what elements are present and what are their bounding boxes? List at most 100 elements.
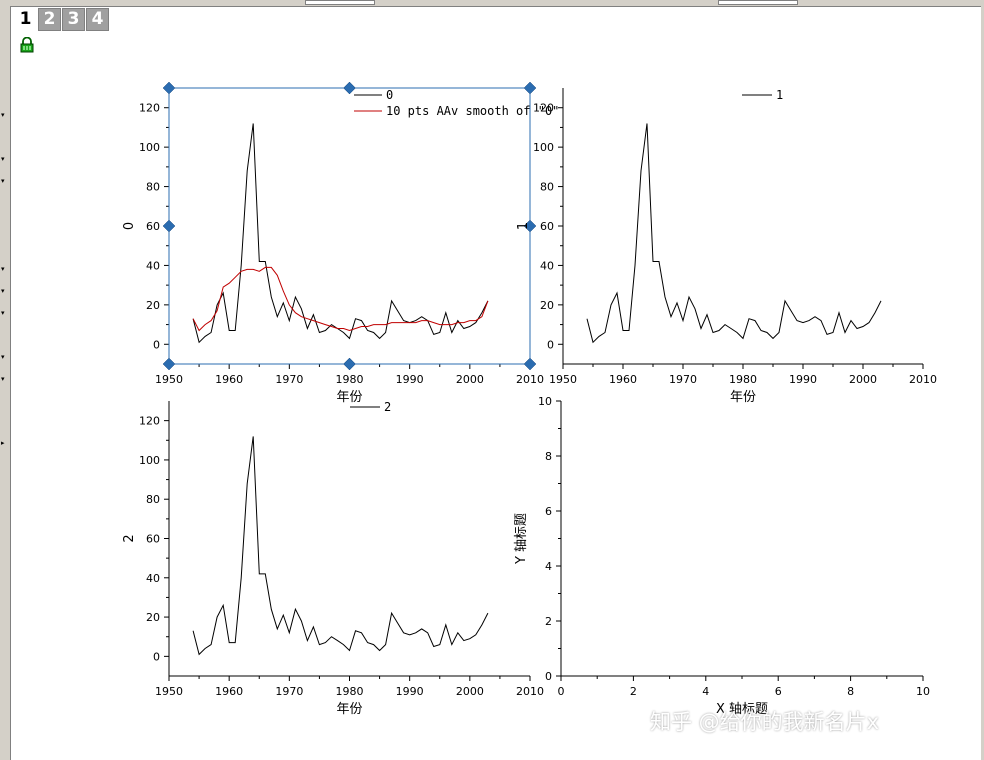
legend-label[interactable]: 10 pts AAv smooth of "0" — [386, 104, 559, 118]
collapse-arrow-icon[interactable]: ▾ — [1, 155, 5, 163]
y-tick-label: 2 — [545, 615, 552, 628]
x-tick-label: 1980 — [729, 373, 757, 386]
collapse-arrow-icon[interactable]: ▾ — [1, 111, 5, 119]
y-tick-label: 100 — [139, 454, 160, 467]
y-tick-label: 8 — [545, 450, 552, 463]
x-tick-label: 1970 — [275, 373, 303, 386]
left-dock-panel[interactable]: ▾ ▾ ▾ ▾ ▾ ▾ ▾ ▾ ▸ — [0, 6, 11, 760]
y-tick-label: 0 — [153, 650, 160, 663]
legend-label[interactable]: 2 — [384, 400, 391, 414]
y-tick-label: 80 — [146, 493, 160, 506]
resize-handle[interactable] — [523, 219, 537, 233]
y-axis-title: 1 — [516, 222, 531, 230]
x-tick-label: 1950 — [549, 373, 577, 386]
y-tick-label: 120 — [533, 102, 554, 115]
chart-layer-1[interactable]: 1950 1960 1970 1980 1990 2000 2010020406080100… — [122, 81, 559, 405]
y-tick-label: 10 — [538, 395, 552, 408]
x-tick-label: 1950 — [155, 373, 183, 386]
x-axis-title: X 轴标题 — [716, 702, 768, 717]
series-line-1[interactable] — [586, 123, 882, 344]
resize-handle[interactable] — [162, 81, 176, 95]
lock-icon[interactable] — [19, 37, 35, 53]
x-tick-label: 2 — [630, 685, 637, 698]
layer-tab-4[interactable]: 4 — [86, 8, 109, 31]
window-top-bar — [0, 0, 984, 7]
x-tick-label: 4 — [702, 685, 709, 698]
y-tick-label: 40 — [540, 259, 554, 272]
y-tick-label: 20 — [146, 299, 160, 312]
series-line-0[interactable] — [192, 123, 489, 344]
layer-tab-1[interactable]: 1 — [14, 8, 37, 31]
y-tick-label: 0 — [153, 338, 160, 351]
y-tick-label: 0 — [545, 670, 552, 683]
y-tick-label: 120 — [139, 102, 160, 115]
x-tick-label: 10 — [916, 685, 930, 698]
resize-handle[interactable] — [343, 81, 356, 95]
x-tick-label: 1980 — [336, 373, 364, 386]
y-tick-label: 100 — [139, 141, 160, 154]
x-tick-label: 2010 — [516, 685, 544, 698]
y-tick-label: 6 — [545, 505, 552, 518]
x-tick-label: 1960 — [609, 373, 637, 386]
chart-layer-2[interactable]: 1950 1960 1970 1980 1990 2000 2010 0 20 40 60 80 100… — [516, 88, 937, 405]
x-tick-label: 2000 — [849, 373, 877, 386]
expand-arrow-icon[interactable]: ▸ — [1, 439, 5, 447]
legend-label[interactable]: 0 — [386, 88, 393, 102]
y-tick-label: 4 — [545, 560, 552, 573]
x-tick-label: 0 — [558, 685, 565, 698]
x-tick-label: 1960 — [215, 685, 243, 698]
y-tick-label: 40 — [146, 572, 160, 585]
x-axis-title: 年份 — [336, 702, 362, 717]
x-tick-label: 1990 — [789, 373, 817, 386]
collapse-arrow-icon[interactable]: ▾ — [1, 177, 5, 185]
y-tick-label: 60 — [540, 220, 554, 233]
y-tick-label: 20 — [540, 299, 554, 312]
x-tick-label: 1990 — [396, 685, 424, 698]
collapse-arrow-icon[interactable]: ▾ — [1, 309, 5, 317]
x-tick-label: 1980 — [336, 685, 364, 698]
resize-handle[interactable] — [162, 357, 176, 371]
y-axis-title: 0 — [122, 222, 137, 230]
y-axis-title: 2 — [122, 534, 137, 542]
collapse-arrow-icon[interactable]: ▾ — [1, 353, 5, 361]
y-tick-label: 0 — [547, 338, 554, 351]
x-axis-title: 年份 — [730, 390, 756, 405]
series-line-2[interactable] — [192, 436, 489, 656]
y-tick-label: 40 — [146, 259, 160, 272]
chart-layer-4[interactable]: 0 2 4 6 8 10 0 2 4 6 8 10 X 轴标题 Y 轴标题 — [514, 395, 930, 717]
y-axis-title: Y 轴标题 — [514, 513, 529, 565]
x-tick-label: 1960 — [215, 373, 243, 386]
x-tick-label: 2010 — [516, 373, 544, 386]
x-tick-label: 2000 — [456, 685, 484, 698]
resize-handle[interactable] — [523, 357, 537, 371]
x-tick-label: 1990 — [396, 373, 424, 386]
layer-tab-3[interactable]: 3 — [62, 8, 85, 31]
series-line-10-pts-aav-smooth-of-0-[interactable] — [192, 266, 489, 332]
x-tick-label: 1950 — [155, 685, 183, 698]
resize-handle[interactable] — [343, 357, 356, 371]
resize-handle[interactable] — [162, 219, 176, 233]
x-tick-label: 8 — [847, 685, 854, 698]
watermark-text: 知乎 @给你的我新名片x — [650, 710, 880, 734]
collapse-arrow-icon[interactable]: ▾ — [1, 375, 5, 383]
legend-label[interactable]: 1 — [776, 88, 783, 102]
y-tick-label: 60 — [146, 533, 160, 546]
top-bar-field[interactable] — [305, 0, 375, 5]
x-tick-label: 2000 — [456, 373, 484, 386]
x-axis-title: 年份 — [336, 390, 362, 405]
collapse-arrow-icon[interactable]: ▾ — [1, 265, 5, 273]
top-bar-field[interactable] — [718, 0, 798, 5]
x-tick-label: 6 — [775, 685, 782, 698]
chart-layer-3[interactable]: 1950 1960 1970 1980 1990 2000 2010 0 20 40 60 80 100… — [122, 400, 544, 717]
x-tick-label: 2010 — [909, 373, 937, 386]
x-tick-label: 1970 — [275, 685, 303, 698]
y-tick-label: 80 — [540, 181, 554, 194]
collapse-arrow-icon[interactable]: ▾ — [1, 287, 5, 295]
y-tick-label: 80 — [146, 181, 160, 194]
y-tick-label: 100 — [533, 141, 554, 154]
y-tick-label: 60 — [146, 220, 160, 233]
layer-tab-2[interactable]: 2 — [38, 8, 61, 31]
resize-handle[interactable] — [523, 81, 537, 95]
